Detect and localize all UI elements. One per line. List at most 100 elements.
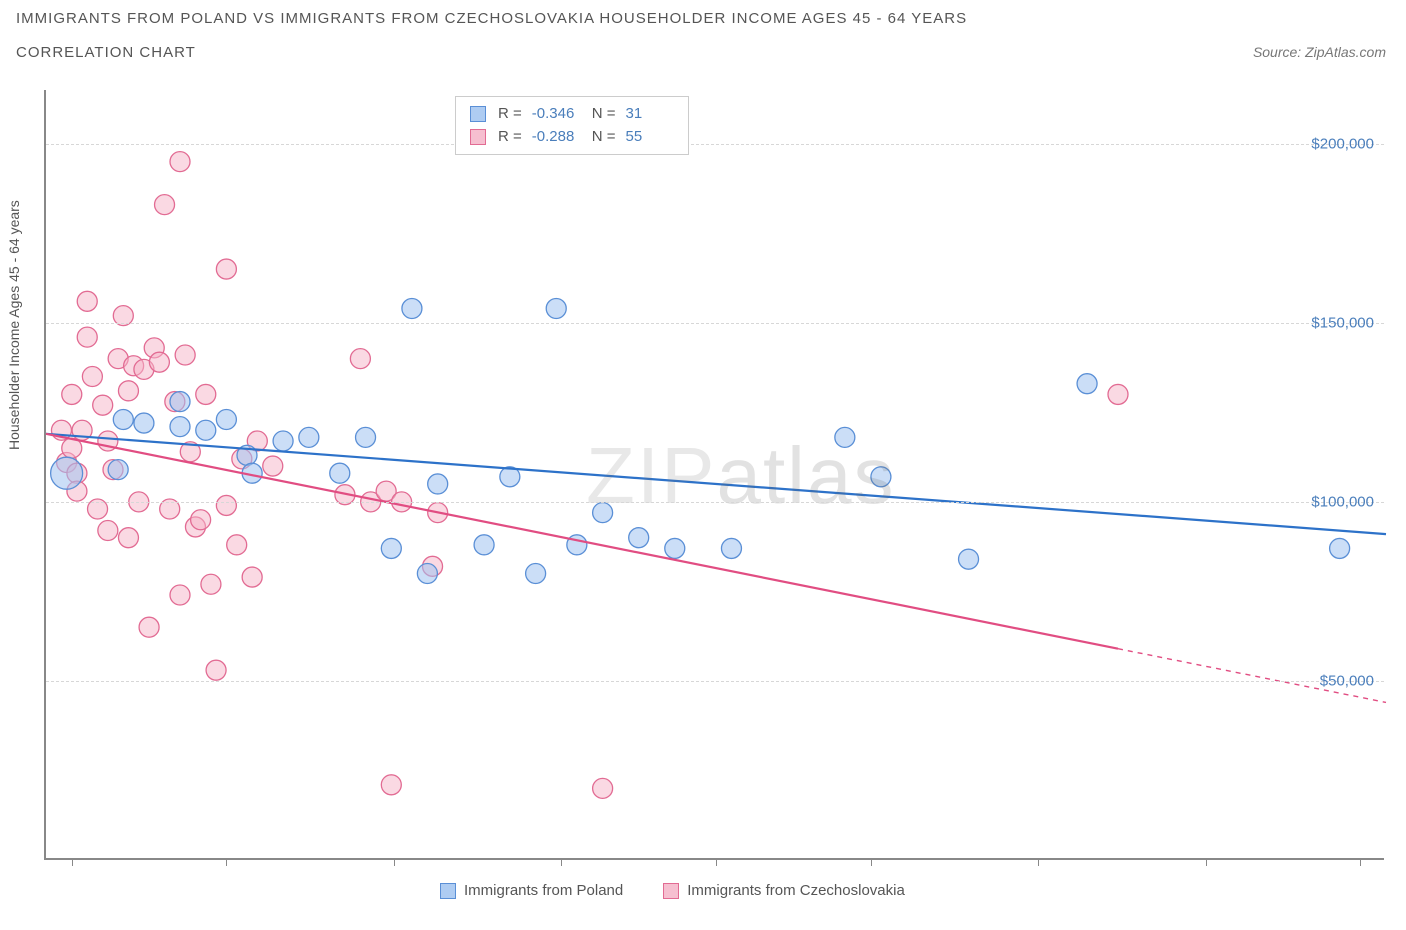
data-point-czech bbox=[593, 778, 613, 798]
stats-legend-row-poland: R = -0.346 N = 31 bbox=[470, 103, 674, 126]
data-point-poland bbox=[51, 457, 83, 489]
data-point-czech bbox=[216, 259, 236, 279]
data-point-czech bbox=[191, 510, 211, 530]
data-point-czech bbox=[93, 395, 113, 415]
data-point-poland bbox=[428, 474, 448, 494]
data-point-poland bbox=[1077, 374, 1097, 394]
x-tick bbox=[561, 858, 562, 866]
x-tick bbox=[871, 858, 872, 866]
data-point-czech bbox=[216, 495, 236, 515]
x-tick bbox=[716, 858, 717, 866]
data-point-poland bbox=[196, 420, 216, 440]
stats-legend-row-czech: R = -0.288 N = 55 bbox=[470, 126, 674, 149]
data-point-poland bbox=[629, 528, 649, 548]
data-point-czech bbox=[381, 775, 401, 795]
data-point-czech bbox=[206, 660, 226, 680]
data-point-czech bbox=[170, 585, 190, 605]
bottom-legend-item-czech: Immigrants from Czechoslovakia bbox=[663, 882, 905, 899]
r-value-czech: -0.288 bbox=[532, 126, 580, 149]
data-point-czech bbox=[170, 152, 190, 172]
data-point-czech bbox=[118, 381, 138, 401]
data-point-czech bbox=[118, 528, 138, 548]
data-point-czech bbox=[149, 352, 169, 372]
data-point-poland bbox=[381, 538, 401, 558]
x-tick bbox=[72, 858, 73, 866]
swatch-czech bbox=[663, 883, 679, 899]
data-point-czech bbox=[77, 291, 97, 311]
gridline bbox=[46, 502, 1384, 503]
data-point-poland bbox=[108, 460, 128, 480]
data-point-poland bbox=[330, 463, 350, 483]
y-tick-label: $200,000 bbox=[1311, 135, 1374, 152]
data-point-czech bbox=[1108, 384, 1128, 404]
regression-line-czech bbox=[46, 434, 1118, 649]
bottom-legend: Immigrants from Poland Immigrants from C… bbox=[440, 882, 905, 899]
data-point-czech bbox=[196, 384, 216, 404]
data-point-poland bbox=[474, 535, 494, 555]
data-point-czech bbox=[139, 617, 159, 637]
bottom-legend-label-czech: Immigrants from Czechoslovakia bbox=[687, 882, 905, 899]
data-point-poland bbox=[871, 467, 891, 487]
data-point-czech bbox=[82, 367, 102, 387]
r-label: R = bbox=[498, 103, 522, 126]
data-point-czech bbox=[227, 535, 247, 555]
r-label: R = bbox=[498, 126, 522, 149]
data-point-poland bbox=[402, 298, 422, 318]
data-point-czech bbox=[155, 195, 175, 215]
swatch-poland bbox=[440, 883, 456, 899]
stats-legend-box: R = -0.346 N = 31 R = -0.288 N = 55 bbox=[455, 96, 689, 155]
y-axis-label: Householder Income Ages 45 - 64 years bbox=[6, 200, 22, 450]
data-point-czech bbox=[98, 521, 118, 541]
data-point-poland bbox=[546, 298, 566, 318]
scatter-plot-svg bbox=[46, 90, 1384, 858]
data-point-czech bbox=[201, 574, 221, 594]
source-prefix: Source: bbox=[1253, 44, 1305, 60]
regression-line-poland bbox=[46, 434, 1386, 534]
gridline bbox=[46, 323, 1384, 324]
data-point-poland bbox=[1330, 538, 1350, 558]
swatch-czech bbox=[470, 129, 486, 145]
data-point-poland bbox=[299, 427, 319, 447]
chart-title-line2: CORRELATION CHART bbox=[16, 44, 196, 61]
x-tick bbox=[1206, 858, 1207, 866]
data-point-poland bbox=[216, 409, 236, 429]
data-point-poland bbox=[417, 563, 437, 583]
data-point-poland bbox=[593, 503, 613, 523]
gridline bbox=[46, 681, 1384, 682]
chart-plot-area: ZIPatlas $50,000$100,000$150,000$200,000 bbox=[44, 90, 1384, 860]
data-point-czech bbox=[242, 567, 262, 587]
source-citation: Source: ZipAtlas.com bbox=[1253, 44, 1386, 60]
chart-title-line1: IMMIGRANTS FROM POLAND VS IMMIGRANTS FRO… bbox=[16, 10, 967, 27]
data-point-poland bbox=[113, 409, 133, 429]
data-point-poland bbox=[665, 538, 685, 558]
x-tick bbox=[1360, 858, 1361, 866]
bottom-legend-label-poland: Immigrants from Poland bbox=[464, 882, 623, 899]
data-point-poland bbox=[273, 431, 293, 451]
r-value-poland: -0.346 bbox=[532, 103, 580, 126]
x-tick bbox=[394, 858, 395, 866]
data-point-czech bbox=[350, 349, 370, 369]
x-tick bbox=[1038, 858, 1039, 866]
data-point-poland bbox=[170, 417, 190, 437]
y-tick-label: $100,000 bbox=[1311, 493, 1374, 510]
x-tick bbox=[226, 858, 227, 866]
data-point-czech bbox=[62, 384, 82, 404]
gridline bbox=[46, 144, 1384, 145]
bottom-legend-item-poland: Immigrants from Poland bbox=[440, 882, 623, 899]
data-point-poland bbox=[959, 549, 979, 569]
data-point-poland bbox=[356, 427, 376, 447]
data-point-poland bbox=[526, 563, 546, 583]
n-value-poland: 31 bbox=[626, 103, 674, 126]
y-tick-label: $50,000 bbox=[1320, 672, 1374, 689]
data-point-poland bbox=[170, 392, 190, 412]
n-label: N = bbox=[592, 103, 616, 126]
y-tick-label: $150,000 bbox=[1311, 314, 1374, 331]
data-point-czech bbox=[77, 327, 97, 347]
data-point-czech bbox=[263, 456, 283, 476]
data-point-poland bbox=[835, 427, 855, 447]
data-point-poland bbox=[134, 413, 154, 433]
data-point-czech bbox=[175, 345, 195, 365]
data-point-poland bbox=[721, 538, 741, 558]
swatch-poland bbox=[470, 106, 486, 122]
n-label: N = bbox=[592, 126, 616, 149]
